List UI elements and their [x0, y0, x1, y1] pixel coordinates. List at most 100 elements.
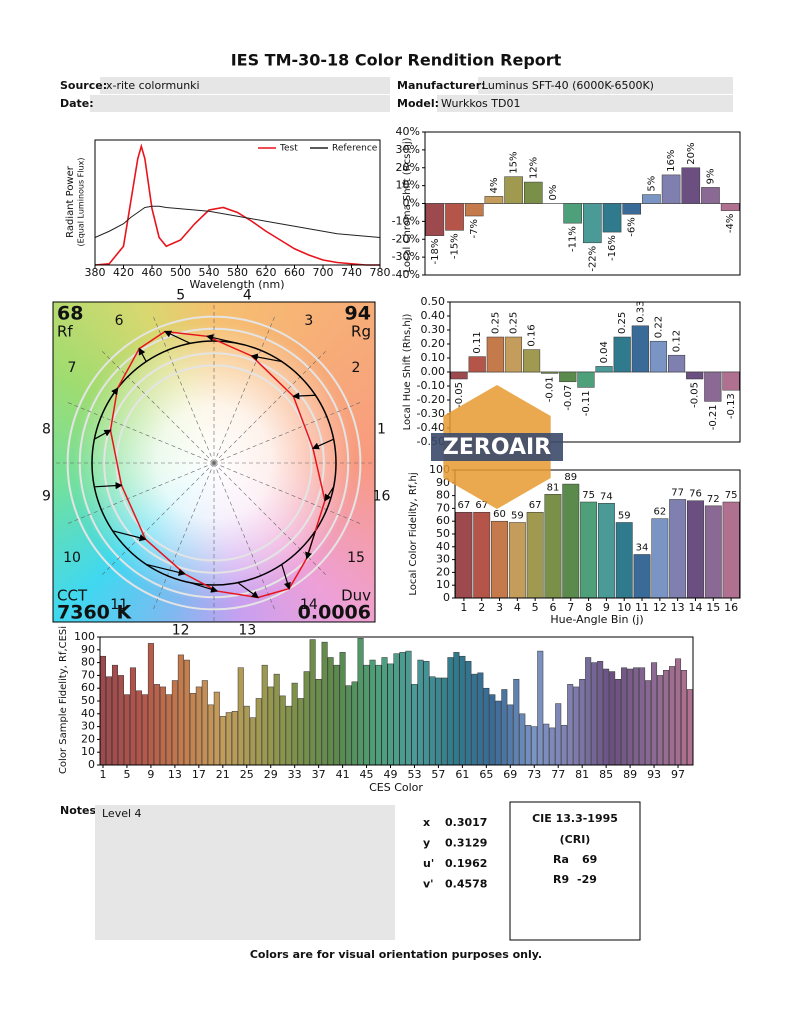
- bar: [399, 652, 406, 766]
- bar: [99, 655, 107, 766]
- y-tick-label: 0.30: [421, 323, 446, 336]
- y-tick-label: -10%: [392, 214, 420, 227]
- y-tick-label: 0: [88, 758, 95, 771]
- field-label: Model:: [397, 97, 439, 110]
- y-tick-label: 0.20: [421, 337, 446, 350]
- bar: [369, 659, 376, 766]
- cri-value: -29: [577, 873, 597, 886]
- bar: [464, 203, 484, 217]
- reference-circle: [91, 340, 337, 586]
- bar: [297, 698, 304, 766]
- x-tick-label: 17: [192, 768, 206, 781]
- bar: [704, 505, 722, 599]
- x-tick-label: 57: [431, 768, 445, 781]
- coord-label: u': [423, 857, 434, 870]
- x-tick-label: 61: [455, 768, 469, 781]
- axis-label: (Equal Luminous Flux): [77, 158, 86, 247]
- bin-divider: [213, 462, 275, 610]
- spectrum-line: [94, 205, 381, 238]
- bin-divider: [213, 462, 327, 576]
- value-label: 60: [493, 509, 506, 520]
- y-tick-label: 0.40: [421, 309, 446, 322]
- bar: [123, 694, 130, 766]
- value-label: 59: [618, 510, 631, 521]
- shift-arrow: [146, 563, 186, 576]
- bar: [309, 639, 316, 766]
- notes-label: Notes:: [60, 804, 100, 817]
- bar: [171, 680, 178, 766]
- value-label: 67: [458, 500, 471, 511]
- bar: [631, 325, 649, 373]
- value-label: 77: [671, 487, 684, 498]
- cri-value: 69: [582, 853, 597, 866]
- y-tick-label: 40: [436, 540, 450, 553]
- y-tick-label: -20%: [392, 232, 420, 245]
- bin-label: 8: [42, 422, 51, 438]
- bar: [489, 694, 496, 766]
- bar: [111, 664, 118, 766]
- bar: [615, 522, 633, 599]
- coord-value: 0.4578: [445, 878, 487, 891]
- x-tick-label: 1: [99, 768, 106, 781]
- bar: [423, 661, 430, 766]
- y-tick-label: 30: [436, 553, 450, 566]
- bar: [669, 499, 687, 599]
- x-tick-label: 65: [479, 768, 493, 781]
- bin-divider: [67, 402, 215, 464]
- y-tick-label: -40%: [392, 268, 420, 281]
- bar: [429, 676, 436, 766]
- x-tick-label: 780: [370, 266, 391, 279]
- shift-arrow: [292, 392, 316, 400]
- bar: [333, 664, 340, 766]
- bar: [468, 356, 486, 373]
- value-label: 20%: [686, 143, 697, 165]
- y-tick-label: 0: [443, 591, 450, 604]
- value-label: -22%: [587, 246, 598, 272]
- bar: [681, 167, 701, 204]
- value-label: -16%: [607, 235, 618, 261]
- bar: [219, 716, 226, 766]
- x-tick-label: 97: [671, 768, 685, 781]
- bar: [573, 686, 580, 766]
- field-label: Date:: [60, 97, 94, 110]
- value-label: 0.12: [672, 330, 683, 352]
- bar: [580, 501, 598, 599]
- value-label: -6%: [627, 217, 638, 236]
- bin-label: 10: [63, 550, 81, 566]
- bar: [627, 668, 634, 766]
- field-label: Manufacturer:: [397, 79, 486, 92]
- x-tick-label: 5: [532, 601, 539, 614]
- bar: [501, 689, 508, 766]
- bar: [681, 670, 688, 766]
- bin-label: 11: [110, 597, 128, 613]
- value-label: 62: [653, 507, 666, 518]
- x-tick-label: 420: [113, 266, 134, 279]
- x-tick-label: 15: [706, 601, 720, 614]
- cri-label: R9: [553, 873, 569, 886]
- x-tick-label: 33: [288, 768, 302, 781]
- bar: [129, 667, 136, 766]
- value-label: 59: [511, 510, 524, 521]
- plot-frame: [99, 636, 694, 766]
- bar: [597, 661, 604, 766]
- bar: [591, 662, 598, 766]
- bar: [577, 371, 595, 388]
- x-tick-label: 14: [688, 601, 702, 614]
- title: IES TM-30-18 Color Rendition Report: [231, 51, 562, 70]
- value-label: 0.11: [472, 331, 483, 353]
- bar: [657, 675, 664, 766]
- x-tick-label: 29: [264, 768, 278, 781]
- y-tick-label: 30: [81, 720, 95, 733]
- value-label: 0.25: [617, 312, 628, 334]
- field-box: [100, 77, 390, 94]
- x-tick-label: 16: [724, 601, 738, 614]
- footer: Colors are for visual orientation purpos…: [250, 948, 542, 961]
- bar: [661, 174, 681, 204]
- x-tick-label: 12: [653, 601, 667, 614]
- bar: [339, 652, 346, 766]
- bar: [435, 677, 442, 766]
- bar: [602, 203, 622, 233]
- y-tick-label: 40%: [396, 125, 420, 138]
- y-tick-label: -0.40: [417, 421, 445, 434]
